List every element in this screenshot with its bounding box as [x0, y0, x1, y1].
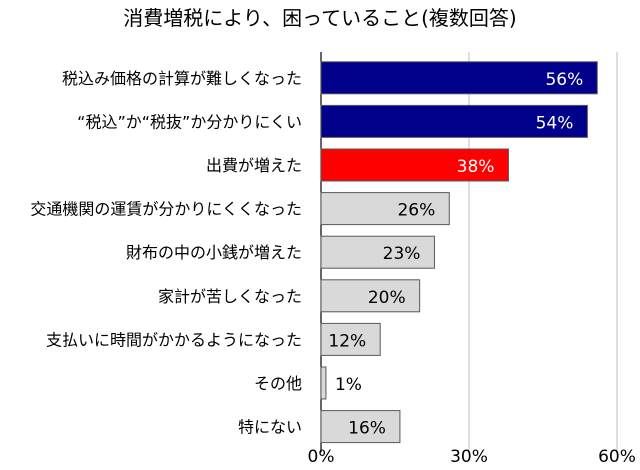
category-label: 財布の中の小銭が増えた: [126, 243, 302, 262]
x-axis-ticks: 0% 30% 60%: [308, 447, 636, 467]
bar: [320, 192, 450, 226]
chart-title: 消費増税により、困っていること(複数回答): [123, 6, 517, 30]
data-label: 1%: [335, 375, 362, 395]
bar: [320, 235, 435, 269]
x-tick-label: 60%: [598, 447, 636, 467]
category-label: その他: [254, 374, 302, 393]
data-label: 20%: [368, 288, 406, 308]
bar: [320, 61, 598, 95]
bar: [320, 366, 327, 400]
bar: [320, 279, 421, 313]
bar: [320, 148, 509, 182]
category-label: 出費が増えた: [206, 156, 302, 175]
bar: [320, 410, 401, 444]
x-tick-label: 0%: [308, 447, 335, 467]
data-label: 54%: [536, 113, 574, 133]
category-labels: 税込み価格の計算が難しくなった “税込”か“税抜”か分かりにくい出費が増えた交通機…: [30, 69, 302, 437]
category-label: 家計が苦しくなった: [158, 287, 302, 306]
data-label: 56%: [545, 70, 583, 90]
data-label: 26%: [397, 201, 435, 221]
bar: [320, 104, 588, 138]
bar: [320, 322, 381, 356]
x-tick-label: 30%: [450, 447, 488, 467]
value-labels: 56% 54% 38% 26% 23% 20% 12% 1% 16%: [328, 70, 583, 439]
category-label: 特にない: [238, 418, 302, 437]
category-label: “税込”か“税抜”か分かりにくい: [77, 112, 302, 131]
data-label: 23%: [383, 244, 421, 264]
category-label: 税込み価格の計算が難しくなった: [62, 69, 302, 88]
data-label: 38%: [457, 157, 495, 177]
category-label: 交通機関の運賃が分かりにくくなった: [30, 200, 302, 219]
bar-layer: [320, 61, 598, 444]
data-label: 16%: [348, 419, 386, 439]
category-label: 支払いに時間がかかるようになった: [46, 330, 302, 349]
data-label: 12%: [328, 331, 366, 351]
